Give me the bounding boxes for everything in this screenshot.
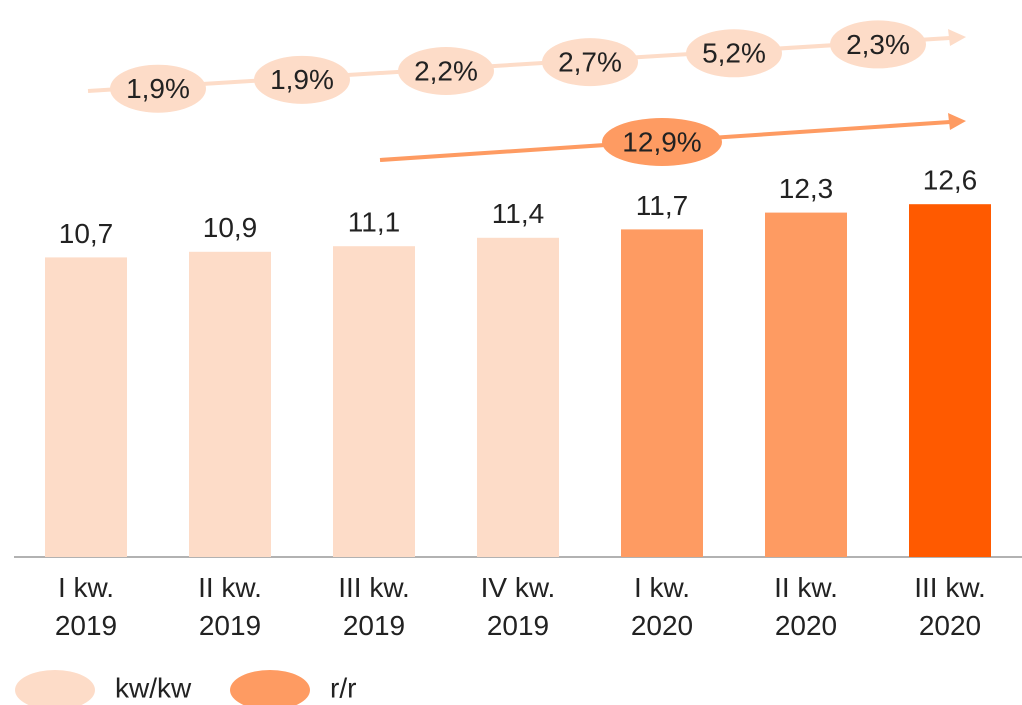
- x-tick-line: I kw.: [634, 572, 690, 603]
- value-label: 10,7: [59, 218, 114, 249]
- qoq-bubble: [830, 20, 926, 69]
- qoq-label: 1,9%: [270, 64, 334, 95]
- legend-swatch: [15, 670, 95, 705]
- x-tick-label: I kw. 2019: [55, 572, 117, 641]
- x-tick-label: IV kw. 2019: [481, 572, 556, 641]
- qoq-label: 2,3%: [846, 29, 910, 60]
- yoy-label: 12,9%: [622, 126, 701, 157]
- qoq-bubble: [110, 64, 206, 113]
- bar: [333, 246, 415, 557]
- x-tick-line: 2019: [199, 610, 261, 641]
- qoq-bubble: [398, 46, 494, 95]
- bar: [189, 251, 271, 558]
- value-label: 12,6: [923, 165, 978, 196]
- bar: [45, 257, 127, 557]
- yoy-arrowhead: [948, 113, 966, 130]
- value-label: 12,3: [779, 173, 834, 204]
- value-label: 11,1: [348, 207, 400, 238]
- legend-label: r/r: [330, 672, 356, 703]
- qoq-bubble: [686, 29, 782, 78]
- x-tick-line: III kw.: [338, 572, 410, 603]
- x-tick-label: III kw. 2020: [914, 572, 986, 641]
- qoq-label: 5,2%: [702, 38, 766, 69]
- x-tick-line: 2019: [343, 610, 405, 641]
- qoq-bubble: [542, 38, 638, 87]
- x-tick-line: IV kw.: [481, 572, 556, 603]
- bar: [477, 237, 559, 558]
- qoq-label: 2,2%: [414, 55, 478, 86]
- x-tick-label: II kw. 2019: [198, 572, 262, 641]
- bar: [765, 212, 847, 557]
- x-tick-label: III kw. 2019: [338, 572, 410, 641]
- x-tick-line: I kw.: [58, 572, 114, 603]
- x-tick-line: 2020: [919, 610, 981, 641]
- qoq-arrow: [87, 36, 951, 93]
- value-label: 11,4: [492, 198, 544, 229]
- value-label: 11,7: [636, 190, 688, 221]
- x-tick-line: III kw.: [914, 572, 986, 603]
- bar: [909, 204, 991, 557]
- x-tick-line: 2019: [55, 610, 117, 641]
- qoq-label: 1,9%: [126, 73, 190, 104]
- x-tick-label: II kw. 2020: [774, 572, 838, 641]
- qoq-bubble: [254, 55, 350, 104]
- x-tick-label: I kw. 2020: [631, 572, 693, 641]
- x-tick-line: 2020: [631, 610, 693, 641]
- qoq-arrowhead: [948, 29, 966, 46]
- legend-label: kw/kw: [115, 672, 192, 703]
- x-tick-line: 2019: [487, 610, 549, 641]
- legend-swatch: [230, 670, 310, 705]
- x-tick-line: II kw.: [198, 572, 262, 603]
- yoy-bubble: [602, 118, 722, 166]
- qoq-label: 2,7%: [558, 47, 622, 78]
- x-tick-line: II kw.: [774, 572, 838, 603]
- x-tick-line: 2020: [775, 610, 837, 641]
- bar: [621, 229, 703, 557]
- value-label: 10,9: [203, 212, 258, 243]
